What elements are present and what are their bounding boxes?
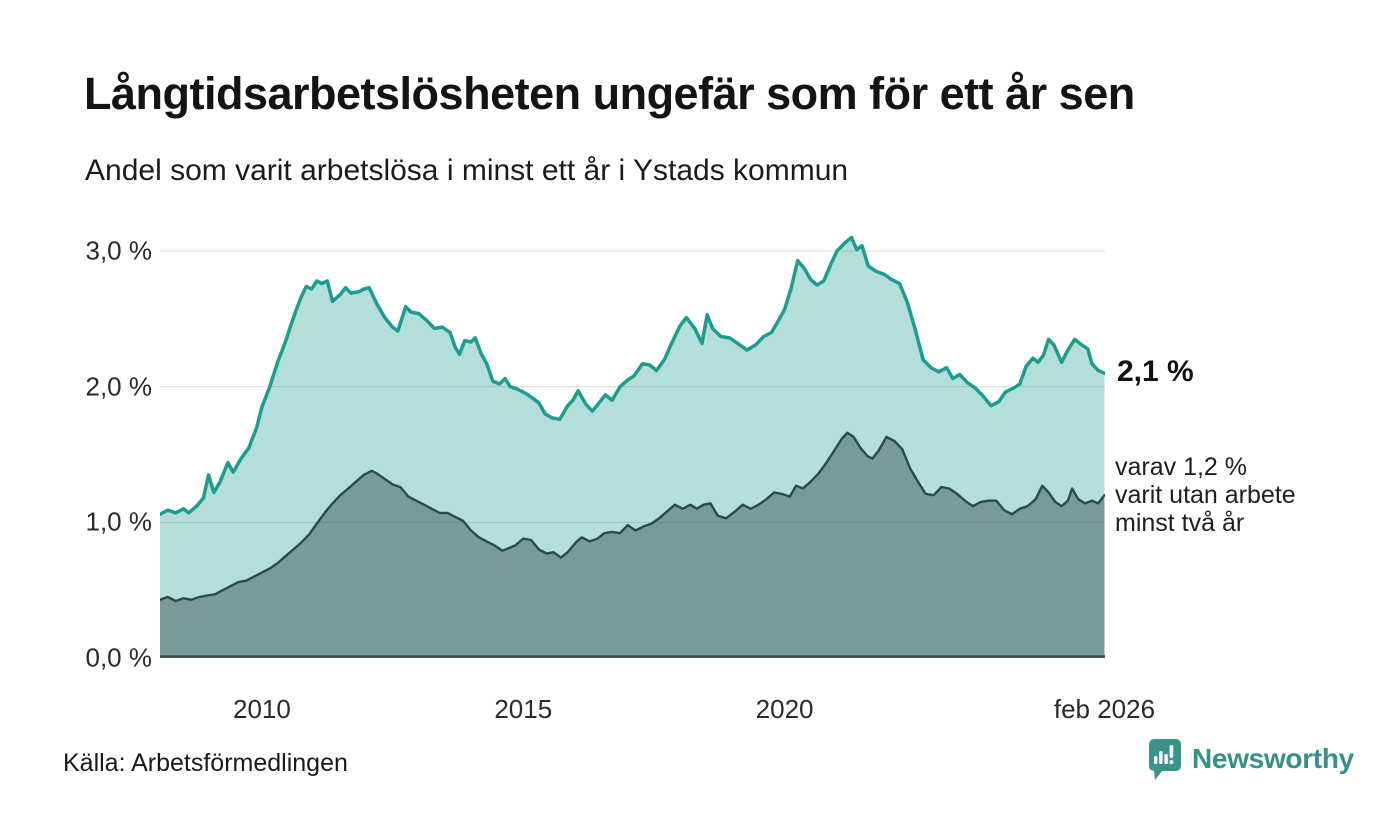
line-series-2	[160, 431, 1105, 603]
x-tick-label: 2010	[233, 694, 291, 724]
latest-value-label: 2,1 %	[1117, 355, 1194, 388]
x-tick-label: 2020	[755, 694, 814, 724]
chart-subtitle: Andel som varit arbetslösa i minst ett å…	[85, 154, 849, 187]
area-chart-svg	[160, 235, 1105, 658]
line-series-1	[160, 235, 1105, 516]
source-label: Källa: Arbetsförmedlingen	[63, 749, 348, 777]
series2-annotation-line3: minst två år	[1115, 509, 1245, 537]
newsworthy-logo: Newsworthy	[1145, 737, 1354, 781]
y-tick-label: 1,0 %	[85, 506, 153, 537]
chart-title: Långtidsarbetslösheten ungefär som för e…	[84, 68, 1135, 119]
newsworthy-icon	[1149, 739, 1181, 780]
series2-annotation-line2: varit utan arbete	[1115, 481, 1296, 509]
x-tick-label: feb 2026	[1053, 694, 1156, 724]
newsworthy-logo-text: Newsworthy	[1192, 743, 1354, 774]
y-tick-label: 3,0 %	[85, 235, 153, 266]
area-series-2	[160, 432, 1105, 658]
series2-annotation: varav 1,2 % varit utan arbete minst två …	[1115, 453, 1296, 537]
plot-area	[160, 218, 1105, 658]
y-tick-label: 2,0 %	[85, 371, 153, 402]
y-tick-label: 0,0 %	[85, 642, 153, 673]
series2-annotation-line1: varav 1,2 %	[1115, 453, 1248, 481]
x-tick-label: 2015	[494, 694, 553, 724]
area-series-1	[160, 237, 1105, 658]
